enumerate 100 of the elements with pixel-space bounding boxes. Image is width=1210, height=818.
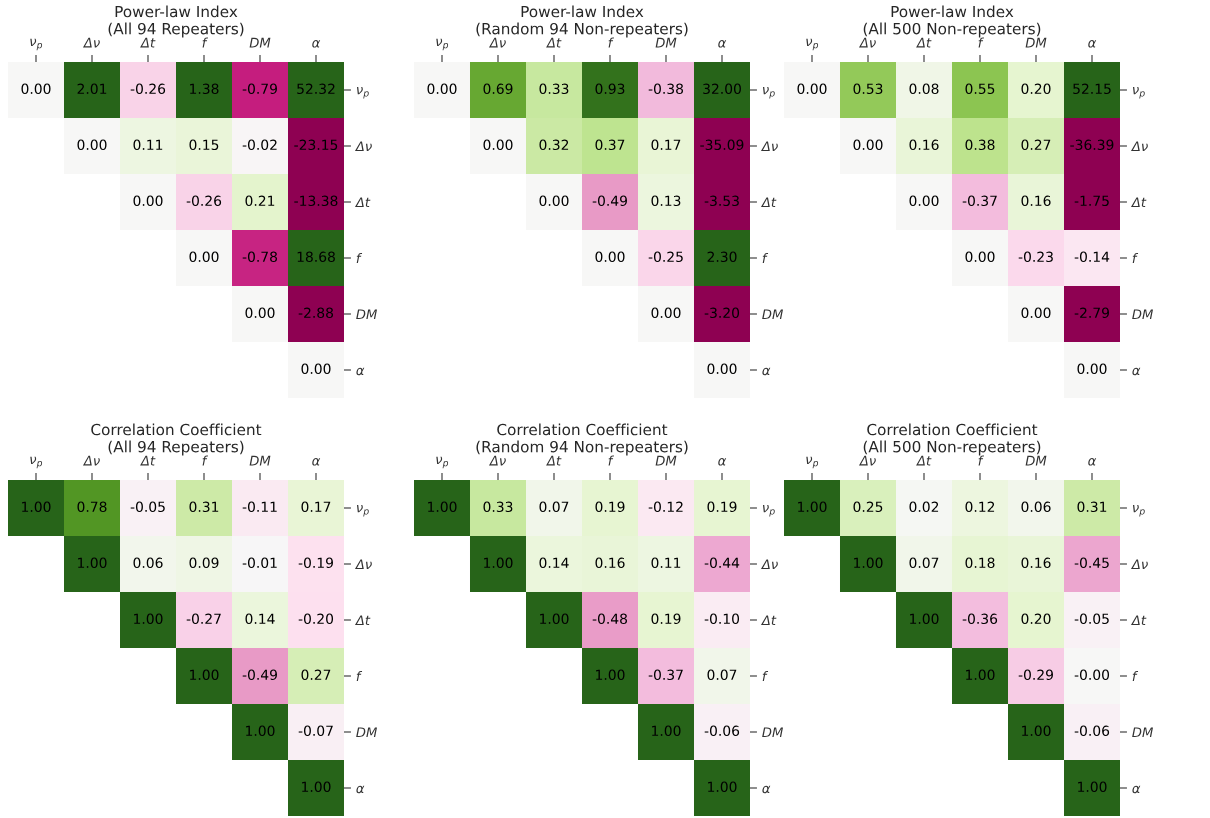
data-label: -2.79: [1074, 307, 1109, 319]
data-label: 2.30: [707, 251, 737, 263]
data-label: -36.39: [1070, 139, 1114, 151]
data-label: 0.78: [77, 501, 107, 513]
x-tick-label: α: [312, 40, 321, 48]
data-label: 0.00: [651, 307, 681, 319]
x-tick-label: f: [202, 455, 208, 466]
data-label: 1.00: [22, 501, 51, 513]
data-label: -1.75: [1074, 195, 1109, 207]
x-tick-label: α: [718, 40, 727, 48]
data-label: 0.00: [797, 83, 827, 95]
data-label: 0.14: [539, 557, 569, 569]
data-label: 0.00: [1021, 307, 1051, 319]
data-label: 52.15: [1073, 83, 1111, 95]
data-label: 0.16: [595, 557, 625, 569]
data-label: -13.38: [294, 195, 338, 207]
data-label: -0.49: [242, 669, 277, 681]
data-label: 0.14: [245, 613, 275, 625]
data-label: 0.00: [77, 139, 107, 151]
y-tick-label: f: [356, 670, 363, 682]
x-tick-label: Δν: [488, 37, 506, 48]
data-label: 52.32: [297, 83, 335, 95]
chart-title: Power-law Index (Random 94 Non-repeaters): [476, 5, 688, 38]
data-label: 0.31: [1077, 501, 1107, 513]
x-tick-label: f: [978, 37, 984, 48]
data-label: 0.07: [539, 501, 569, 513]
data-label: 0.00: [853, 139, 883, 151]
y-tick-label: α: [356, 367, 365, 376]
y-tick-label: Δν: [354, 559, 372, 570]
x-tick-label: Δt: [916, 37, 932, 48]
data-label: 18.68: [297, 251, 335, 263]
data-label: -0.29: [1018, 669, 1053, 681]
data-label: 0.00: [21, 83, 51, 95]
data-label: 0.06: [1021, 501, 1051, 513]
data-label: 0.09: [189, 557, 219, 569]
data-label: 0.25: [853, 501, 883, 513]
data-label: 0.07: [909, 557, 939, 569]
data-label: -0.10: [704, 613, 740, 625]
data-label: 1.00: [540, 613, 569, 625]
y-tick-label: f: [1132, 252, 1139, 264]
data-label: -0.14: [1074, 251, 1110, 263]
data-label: 0.13: [651, 195, 681, 207]
y-tick-label: α: [356, 785, 365, 794]
data-label: -0.38: [648, 83, 684, 95]
x-tick-label: α: [1088, 458, 1097, 466]
data-label: 0.27: [1021, 139, 1051, 151]
data-label: 1.00: [596, 669, 625, 681]
data-label: -0.37: [962, 195, 997, 207]
data-label: 0.93: [595, 83, 625, 95]
x-tick-label: DM: [655, 37, 677, 48]
data-label: 0.00: [909, 195, 939, 207]
y-tick-label: α: [762, 367, 771, 376]
data-label: 1.00: [190, 669, 219, 681]
x-tick-label: Δν: [858, 455, 876, 466]
data-label: 0.00: [133, 195, 163, 207]
data-label: 0.55: [965, 83, 995, 95]
data-label: -3.20: [704, 307, 740, 319]
y-tick-label: DM: [1132, 309, 1153, 320]
data-label: 0.06: [133, 557, 163, 569]
data-label: 0.07: [707, 669, 737, 681]
data-label: -0.79: [242, 83, 277, 95]
y-tick-label: α: [1132, 367, 1141, 376]
y-tick-label: ν$_{p}$: [762, 87, 775, 99]
data-label: -0.23: [1018, 251, 1053, 263]
data-label: -0.02: [242, 139, 277, 151]
y-tick-label: Δt: [354, 615, 371, 626]
data-label: 0.33: [483, 501, 513, 513]
x-tick-label: Δt: [546, 455, 562, 466]
data-label: -0.25: [648, 251, 683, 263]
x-tick-label: α: [1088, 40, 1097, 48]
x-tick-label: f: [978, 455, 984, 466]
data-label: -0.44: [704, 557, 740, 569]
data-label: 0.16: [1021, 557, 1051, 569]
y-tick-label: Δt: [1130, 615, 1147, 626]
x-tick-label: DM: [1025, 455, 1047, 466]
x-tick-label: Δt: [140, 455, 156, 466]
data-label: 0.38: [965, 139, 995, 151]
data-label: 0.11: [133, 139, 163, 151]
y-tick-label: DM: [762, 727, 783, 738]
data-label: 0.02: [909, 501, 939, 513]
y-tick-label: f: [762, 670, 769, 682]
x-tick-label: Δν: [82, 455, 100, 466]
y-tick-label: ν$_{p}$: [356, 505, 369, 517]
data-label: 1.00: [484, 557, 513, 569]
y-tick-label: Δt: [760, 615, 777, 626]
y-tick-label: α: [1132, 785, 1141, 794]
data-label: 1.00: [1022, 725, 1051, 737]
x-tick-label: ν$_{p}$: [806, 38, 819, 51]
data-label: -23.15: [294, 139, 338, 151]
data-label: 1.00: [428, 501, 457, 513]
y-tick-label: ν$_{p}$: [1132, 505, 1145, 517]
data-label: 0.11: [651, 557, 681, 569]
data-label: 0.00: [245, 307, 275, 319]
x-tick-label: f: [608, 37, 614, 48]
data-label: 0.00: [539, 195, 569, 207]
x-tick-label: Δν: [82, 37, 100, 48]
x-tick-label: f: [608, 455, 614, 466]
x-tick-label: f: [202, 37, 208, 48]
data-label: 0.17: [651, 139, 681, 151]
y-tick-label: Δν: [354, 141, 372, 152]
